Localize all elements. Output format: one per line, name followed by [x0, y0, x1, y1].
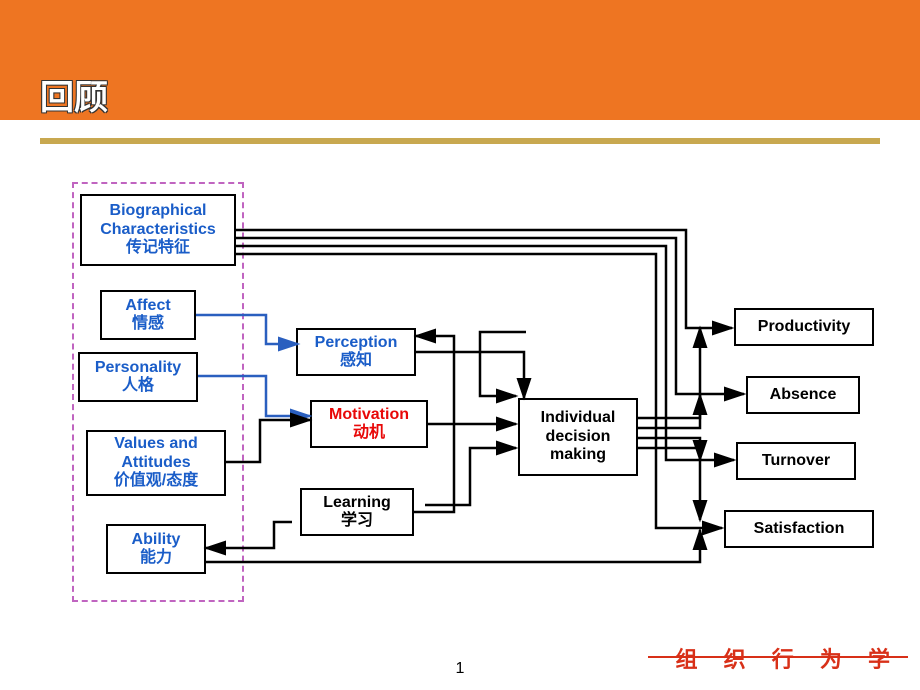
node-bio: Biographical Characteristics传记特征 [80, 194, 236, 266]
node-personality: Personality人格 [78, 352, 198, 402]
diagram-canvas: Biographical Characteristics传记特征 Affect情感… [0, 0, 920, 690]
node-values: Values and Attitudes价值观/态度 [86, 430, 226, 496]
node-absence: Absence [746, 376, 860, 414]
node-perception: Perception感知 [296, 328, 416, 376]
page-number: 1 [456, 660, 465, 678]
node-idm: Individual decision making [518, 398, 638, 476]
node-learning: Learning学习 [300, 488, 414, 536]
node-satisfaction: Satisfaction [724, 510, 874, 548]
node-motivation: Motivation动机 [310, 400, 428, 448]
node-ability: Ability能力 [106, 524, 206, 574]
footer-text: 组 织 行 为 学 [676, 642, 900, 674]
node-turnover: Turnover [736, 442, 856, 480]
node-productivity: Productivity [734, 308, 874, 346]
node-affect: Affect情感 [100, 290, 196, 340]
